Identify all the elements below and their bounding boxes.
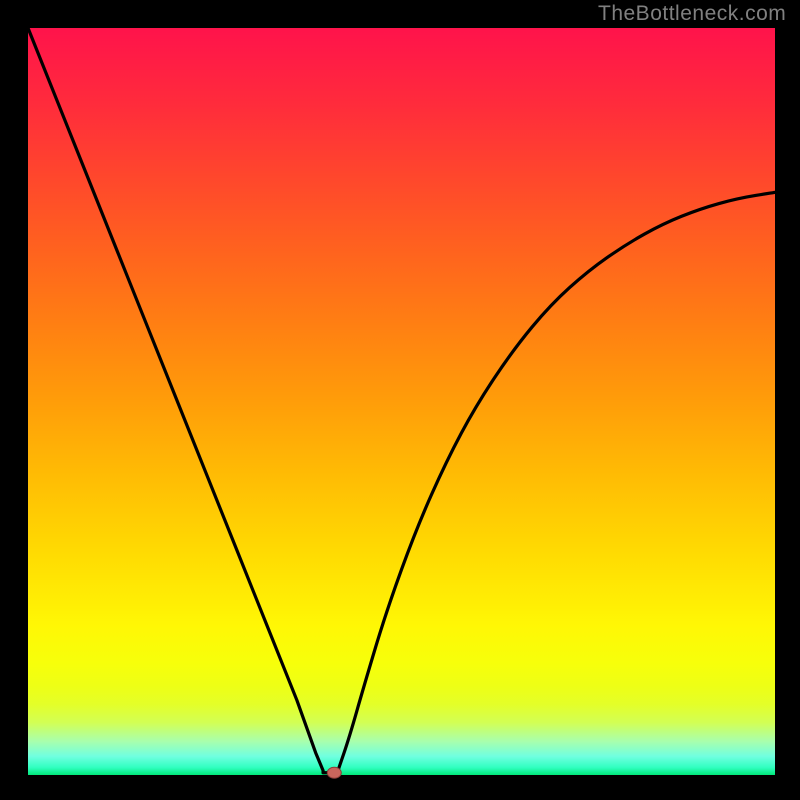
minimum-marker bbox=[327, 767, 341, 778]
watermark-text: TheBottleneck.com bbox=[598, 2, 786, 26]
chart-svg bbox=[0, 0, 800, 800]
plot-background bbox=[28, 28, 775, 775]
